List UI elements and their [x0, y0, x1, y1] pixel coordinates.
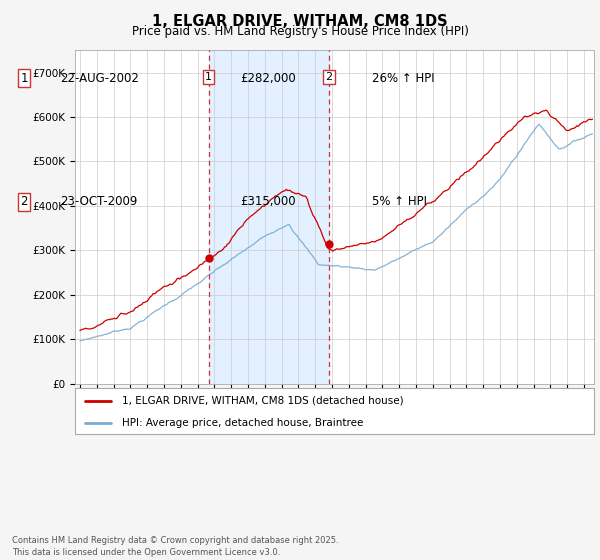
- Text: £282,000: £282,000: [240, 72, 296, 85]
- Text: 1: 1: [20, 72, 28, 85]
- Text: 5% ↑ HPI: 5% ↑ HPI: [372, 195, 427, 208]
- Text: 26% ↑ HPI: 26% ↑ HPI: [372, 72, 434, 85]
- Text: 22-AUG-2002: 22-AUG-2002: [60, 72, 139, 85]
- Text: £315,000: £315,000: [240, 195, 296, 208]
- Text: 1, ELGAR DRIVE, WITHAM, CM8 1DS (detached house): 1, ELGAR DRIVE, WITHAM, CM8 1DS (detache…: [122, 396, 403, 406]
- Bar: [209, 50, 329, 384]
- Text: Price paid vs. HM Land Registry's House Price Index (HPI): Price paid vs. HM Land Registry's House …: [131, 25, 469, 38]
- Text: 1, ELGAR DRIVE, WITHAM, CM8 1DS: 1, ELGAR DRIVE, WITHAM, CM8 1DS: [152, 14, 448, 29]
- Text: Contains HM Land Registry data © Crown copyright and database right 2025.
This d: Contains HM Land Registry data © Crown c…: [12, 536, 338, 557]
- Text: HPI: Average price, detached house, Braintree: HPI: Average price, detached house, Brai…: [122, 418, 363, 427]
- Text: 1: 1: [205, 72, 212, 82]
- Text: 2: 2: [325, 72, 332, 82]
- Text: 23-OCT-2009: 23-OCT-2009: [60, 195, 137, 208]
- Text: 2: 2: [20, 195, 28, 208]
